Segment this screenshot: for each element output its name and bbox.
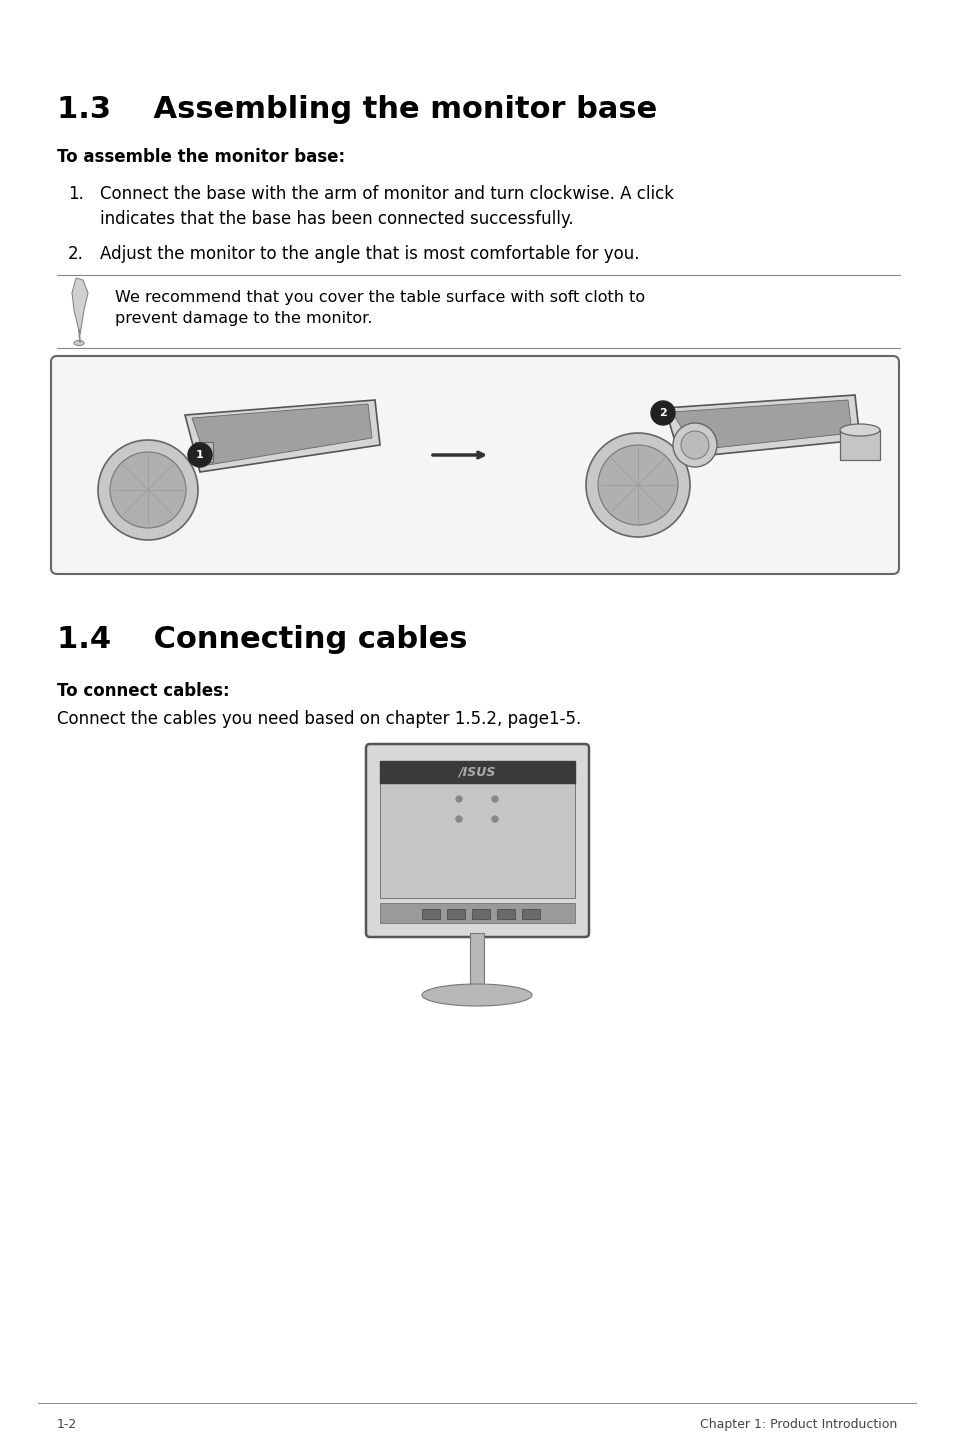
Circle shape	[672, 423, 717, 467]
Ellipse shape	[74, 341, 84, 345]
Ellipse shape	[840, 424, 879, 436]
Bar	[472, 909, 490, 919]
Bar	[497, 909, 515, 919]
Circle shape	[492, 797, 497, 802]
Text: 2: 2	[659, 408, 666, 418]
Text: Adjust the monitor to the angle that is most comfortable for you.: Adjust the monitor to the angle that is …	[100, 244, 639, 263]
Polygon shape	[71, 278, 88, 335]
Text: Connect the cables you need based on chapter 1.5.2, page1-5.: Connect the cables you need based on cha…	[57, 710, 580, 728]
Bar	[421, 909, 439, 919]
Text: 1: 1	[196, 450, 204, 460]
Bar	[521, 909, 539, 919]
Circle shape	[98, 440, 198, 541]
Polygon shape	[664, 395, 859, 457]
Circle shape	[456, 797, 461, 802]
Bar	[470, 933, 483, 991]
Polygon shape	[671, 400, 851, 450]
Circle shape	[650, 401, 675, 426]
Text: 1.: 1.	[68, 186, 84, 203]
Text: 2.: 2.	[68, 244, 84, 263]
Text: We recommend that you cover the table surface with soft cloth to
prevent damage : We recommend that you cover the table su…	[115, 290, 644, 326]
Bar	[447, 909, 464, 919]
Text: Connect the base with the arm of monitor and turn clockwise. A click
indicates t: Connect the base with the arm of monitor…	[100, 186, 673, 229]
Polygon shape	[185, 400, 379, 472]
Text: /ISUS: /ISUS	[457, 765, 496, 778]
Text: 1.3    Assembling the monitor base: 1.3 Assembling the monitor base	[57, 95, 657, 124]
Polygon shape	[840, 430, 879, 460]
Bar	[194, 441, 213, 462]
FancyBboxPatch shape	[366, 743, 588, 938]
Ellipse shape	[421, 984, 532, 1007]
Bar	[379, 903, 575, 923]
Circle shape	[598, 444, 678, 525]
Circle shape	[456, 815, 461, 823]
Circle shape	[188, 443, 212, 467]
Circle shape	[585, 433, 689, 536]
Text: To assemble the monitor base:: To assemble the monitor base:	[57, 148, 345, 165]
Circle shape	[492, 815, 497, 823]
Text: To connect cables:: To connect cables:	[57, 682, 230, 700]
FancyBboxPatch shape	[51, 357, 898, 574]
Polygon shape	[192, 404, 372, 464]
Bar	[379, 761, 575, 784]
Text: Chapter 1: Product Introduction: Chapter 1: Product Introduction	[699, 1418, 896, 1431]
Text: 1-2: 1-2	[57, 1418, 77, 1431]
Bar	[379, 761, 575, 897]
Text: 1.4    Connecting cables: 1.4 Connecting cables	[57, 626, 467, 654]
Circle shape	[110, 452, 186, 528]
Circle shape	[680, 431, 708, 459]
